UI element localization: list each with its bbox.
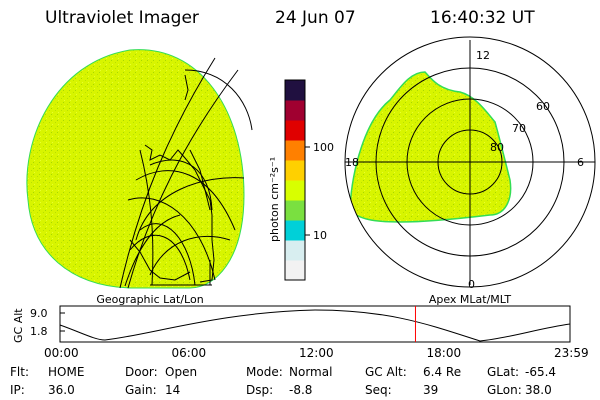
footer-value: HOME [48, 365, 85, 379]
footer-value: 14 [165, 383, 181, 397]
colorbar-band [285, 80, 305, 101]
footer-key: Door: [125, 365, 158, 379]
footer-value: 38.0 [525, 383, 552, 397]
footer-value: -65.4 [525, 365, 557, 379]
date-label: 24 Jun 07 [275, 8, 356, 28]
polar-caption: Apex MLat/MLT [429, 293, 512, 306]
colorbar-band [285, 240, 305, 261]
footer-key: GLat: [487, 365, 520, 379]
footer-key: IP: [10, 383, 25, 397]
altitude-x-tick: 12:00 [299, 346, 334, 360]
altitude-plot: 9.0 1.8 GC Alt 00:00 06:00 12:00 18:00 23:59 [12, 305, 589, 360]
colorbar-band [285, 220, 305, 241]
colorbar-band [285, 160, 305, 181]
footer-key: Flt: [10, 365, 29, 379]
colorbar-band [285, 180, 305, 201]
altitude-ylabel: GC Alt [12, 308, 25, 343]
footer-value: 39 [423, 383, 439, 397]
colorbar-band [285, 200, 305, 221]
altitude-x-tick: 23:59 [554, 346, 589, 360]
footer-key: Dsp: [246, 383, 274, 397]
footer-key: Gain: [125, 383, 157, 397]
altitude-x-tick: 18:00 [427, 346, 462, 360]
lat-lon-grid [119, 57, 253, 289]
footer-value: 36.0 [48, 383, 75, 397]
geographic-caption: Geographic Lat/Lon [96, 293, 203, 306]
colorbar-tick-100: 100 [313, 141, 334, 154]
footer-key: Mode: [246, 365, 283, 379]
colorbar-band [285, 100, 305, 121]
footer-key: GLon: [487, 383, 522, 397]
footer-value: 6.4 Re [423, 365, 462, 379]
altitude-tick-1_8: 1.8 [30, 325, 48, 338]
earth-disk-emission [26, 49, 245, 289]
mlat-label-80: 80 [490, 141, 504, 154]
altitude-x-tick: 06:00 [172, 346, 207, 360]
altitude-tick-9: 9.0 [30, 307, 48, 320]
time-label: 16:40:32 UT [430, 8, 535, 28]
polar-panel: 12 18 6 0 60 70 80 Apex MLat/MLT [344, 36, 596, 306]
mlat-label-60: 60 [536, 100, 550, 113]
colorbar-tick-10: 10 [313, 229, 327, 242]
instrument-title: Ultraviolet Imager [45, 8, 199, 28]
colorbar-unit-label: photon cm⁻²s⁻¹ [268, 157, 281, 242]
altitude-curve [59, 309, 571, 342]
colorbar-band [285, 140, 305, 161]
colorbar-band [285, 120, 305, 141]
footer-value: Normal [289, 365, 333, 379]
colorbar-gradient [285, 80, 305, 281]
mlt-label-12: 12 [476, 49, 490, 62]
geographic-panel: Geographic Lat/Lon [26, 49, 253, 306]
auroral-oval-emission [349, 71, 512, 223]
mlt-label-0: 0 [468, 278, 475, 291]
mlat-label-70: 70 [512, 122, 526, 135]
mlt-label-6: 6 [577, 156, 584, 169]
colorbar: 100 10 photon cm⁻²s⁻¹ [268, 79, 334, 281]
footer-key: GC Alt: [365, 365, 407, 379]
colorbar-band [285, 260, 305, 281]
footer-key: Seq: [365, 383, 392, 397]
altitude-x-tick: 00:00 [44, 346, 79, 360]
footer-value: Open [165, 365, 198, 379]
footer-value: -8.8 [289, 383, 313, 397]
mlt-label-18: 18 [345, 156, 359, 169]
altitude-plot-frame [59, 305, 571, 343]
altitude-x-ticks: 00:00 06:00 12:00 18:00 23:59 [44, 346, 589, 360]
